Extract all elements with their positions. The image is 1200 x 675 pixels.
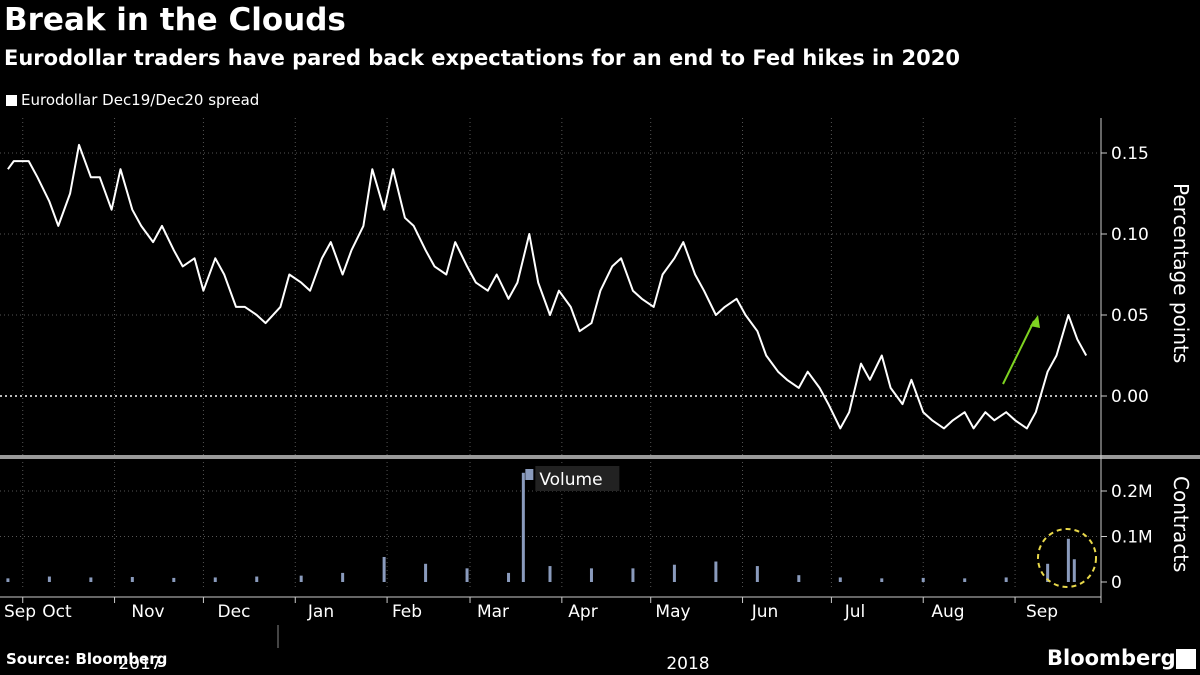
volume-bar [755, 566, 759, 582]
volume-bar [130, 576, 134, 582]
volume-bar [341, 572, 345, 582]
x-month-label: Oct [42, 602, 72, 622]
volume-bar [880, 578, 884, 582]
volume-bar [172, 577, 176, 582]
volume-bar [507, 572, 511, 582]
volume-label: Volume [539, 470, 602, 490]
legend-swatch [6, 94, 17, 106]
legend: Eurodollar Dec19/Dec20 spread [6, 91, 259, 109]
x-month-label: Jan [307, 602, 334, 622]
volume-bar [382, 556, 386, 582]
x-month-label: Feb [392, 602, 422, 622]
x-month-label: Jun [751, 602, 779, 622]
x-month-label: Aug [931, 602, 964, 622]
highlight-circle [1037, 528, 1097, 588]
green-arrowhead [1030, 315, 1040, 328]
volume-tick-label: 0.1M [1111, 528, 1153, 548]
volume-tick-label: 0.2M [1111, 482, 1153, 502]
x-month-label: Mar [477, 602, 509, 622]
x-month-label: May [655, 602, 690, 622]
y-tick-label: 0.00 [1111, 387, 1149, 407]
y-tick-label: 0.15 [1111, 144, 1149, 164]
volume-bar [47, 576, 51, 582]
volume-bar [299, 575, 303, 582]
volume-bars-layer [6, 472, 1076, 582]
bloomberg-terminal-icon [1176, 649, 1196, 669]
y-tick-label: 0.05 [1111, 306, 1149, 326]
volume-bar [89, 577, 93, 582]
volume-bar [6, 578, 10, 582]
y-tick-label: 0.10 [1111, 225, 1149, 245]
chart-title: Break in the Clouds [4, 2, 346, 38]
panel-separator [0, 455, 1200, 459]
volume-label-bg [535, 466, 620, 491]
volume-bar [672, 564, 676, 582]
volume-bar [465, 568, 469, 582]
volume-bar [1046, 563, 1050, 582]
x-month-label: Sep [4, 602, 36, 622]
volume-bar [1072, 559, 1076, 582]
volume-bar [631, 568, 635, 582]
volume-bar [838, 577, 842, 582]
volume-bar [213, 577, 217, 582]
grid [0, 118, 1098, 590]
volume-bar [797, 575, 801, 582]
volume-bar [714, 561, 718, 582]
x-month-label: Nov [131, 602, 164, 622]
x-year-label: 2018 [666, 654, 709, 674]
spread-line-layer [7, 143, 1088, 430]
volume-bar [921, 577, 925, 582]
volume-tick-label: 0 [1111, 573, 1122, 593]
annotation-layer: Volume [525, 315, 1097, 588]
x-month-label: Jul [844, 602, 866, 622]
volume-bar [589, 568, 593, 582]
green-arrow [1002, 320, 1035, 385]
chart-subtitle: Eurodollar traders have pared back expec… [4, 46, 960, 70]
volume-bar [548, 566, 552, 582]
volume-bar [963, 578, 967, 582]
legend-label: Eurodollar Dec19/Dec20 spread [21, 91, 260, 109]
x-month-label: Apr [568, 602, 597, 622]
x-year-label: 2017 [118, 654, 161, 674]
volume-bar [1004, 577, 1008, 582]
y-axis-label: Percentage points [1169, 183, 1193, 363]
volume-label-swatch [525, 469, 534, 480]
x-month-label: Sep [1026, 602, 1058, 622]
x-month-label: Dec [218, 602, 251, 622]
spread-line [7, 143, 1088, 430]
brand-logo: Bloomberg [1047, 646, 1176, 670]
volume-bar [521, 472, 525, 582]
volume-bar [255, 576, 259, 582]
volume-axis-label: Contracts [1169, 476, 1193, 572]
source-note: Source: Bloomberg [6, 650, 168, 668]
volume-bar [424, 563, 428, 582]
volume-bar [1066, 538, 1070, 582]
axis-layer: 0.15 0.10 0.05 0.00 0.2M 0.1M 0 Percentage poin… [0, 118, 1200, 674]
